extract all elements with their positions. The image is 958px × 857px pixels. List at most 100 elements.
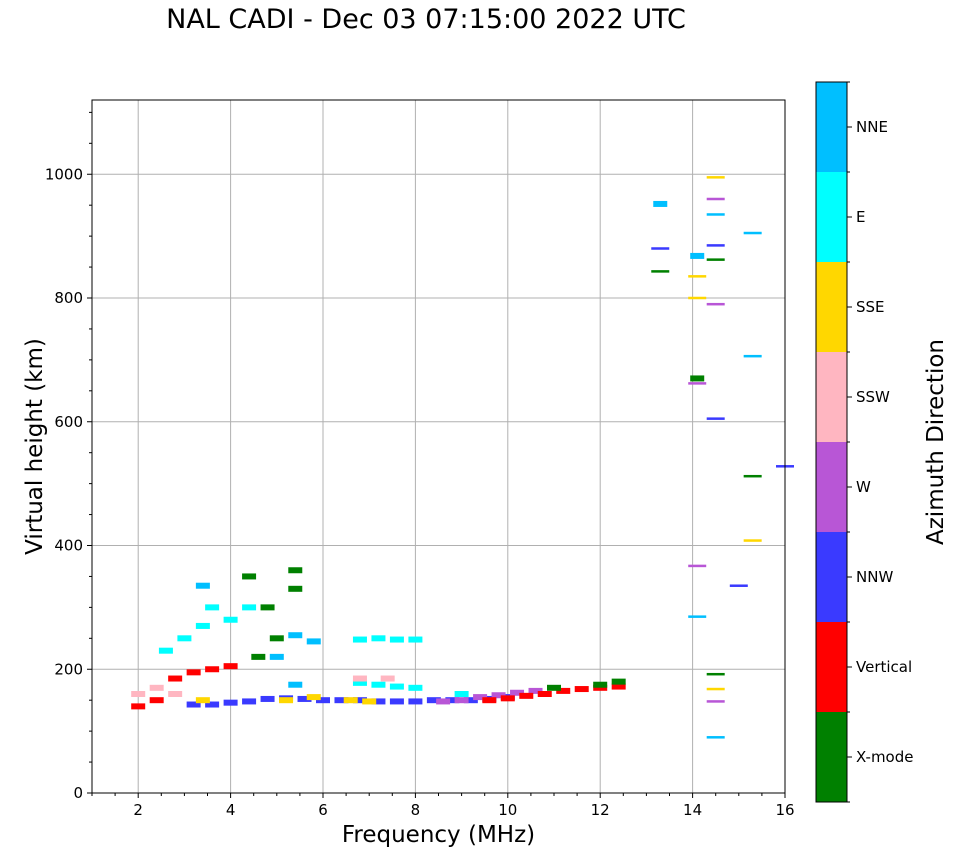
- data-point: [706, 213, 725, 216]
- data-point: [651, 270, 670, 273]
- data-point: [528, 687, 543, 694]
- colorbar-segment: [816, 532, 847, 622]
- data-points: [131, 176, 794, 739]
- data-point: [454, 691, 469, 697]
- x-tick-label: 6: [318, 801, 328, 819]
- data-point: [352, 679, 367, 686]
- data-point: [177, 635, 192, 642]
- data-point: [743, 539, 762, 542]
- data-point: [537, 691, 552, 697]
- data-point: [371, 698, 386, 705]
- data-point: [131, 703, 146, 710]
- data-point: [195, 622, 210, 629]
- data-point: [611, 683, 626, 690]
- colorbar-tick-label: W: [856, 478, 871, 496]
- data-point: [706, 302, 725, 306]
- data-point: [706, 244, 725, 247]
- data-point: [706, 197, 725, 201]
- data-point: [223, 616, 238, 623]
- data-point: [205, 666, 220, 673]
- data-point: [408, 636, 423, 643]
- data-point: [408, 684, 423, 691]
- data-point: [352, 675, 367, 682]
- data-point: [426, 697, 441, 704]
- x-tick-label: 4: [226, 801, 236, 819]
- data-point: [706, 736, 725, 739]
- colorbar-tick-label: SSE: [856, 298, 885, 316]
- data-point: [251, 653, 266, 660]
- data-point: [743, 231, 762, 235]
- data-point: [260, 695, 275, 702]
- colorbar-segment: [816, 82, 847, 172]
- data-point: [260, 604, 275, 611]
- data-point: [297, 695, 312, 702]
- data-point: [651, 247, 670, 250]
- data-point: [454, 697, 469, 704]
- data-point: [389, 698, 404, 705]
- colorbar-tick-label: Vertical: [856, 658, 912, 676]
- data-point: [706, 687, 725, 691]
- data-point: [205, 701, 220, 708]
- data-point: [743, 474, 762, 478]
- data-point: [186, 669, 201, 676]
- data-point: [408, 698, 423, 705]
- colorbar-label: Azimuth Direction: [923, 339, 949, 545]
- x-tick-label: 16: [775, 801, 794, 819]
- colorbar-segment: [816, 262, 847, 352]
- data-point: [706, 417, 725, 420]
- data-point: [306, 638, 321, 645]
- data-point: [223, 663, 238, 670]
- data-point: [288, 632, 303, 639]
- y-tick-label: 400: [54, 537, 83, 555]
- data-point: [316, 697, 330, 704]
- data-point: [158, 647, 173, 654]
- data-point: [706, 258, 725, 261]
- x-tick-label: 8: [411, 801, 421, 819]
- data-point: [519, 692, 534, 699]
- data-point: [688, 275, 707, 278]
- colorbar-tick-label: NNE: [856, 118, 888, 136]
- data-point: [195, 582, 210, 589]
- data-point: [149, 697, 164, 704]
- data-point: [556, 687, 571, 694]
- data-point: [389, 636, 404, 643]
- y-tick-label: 200: [54, 660, 83, 678]
- colorbar-tick-label: X-mode: [856, 748, 913, 766]
- colorbar-segment: [816, 352, 847, 442]
- data-point: [380, 675, 395, 682]
- x-axis-label: Frequency (MHz): [342, 822, 535, 848]
- colorbar-segment: [816, 442, 847, 532]
- x-tick-label: 12: [591, 801, 610, 819]
- plot-frame: [91, 99, 786, 794]
- data-point: [436, 698, 451, 705]
- data-point: [288, 567, 303, 574]
- data-point: [168, 691, 183, 697]
- data-point: [288, 585, 303, 592]
- colorbar-tick-label: SSW: [856, 388, 890, 406]
- data-point: [653, 200, 668, 207]
- data-point: [688, 382, 707, 385]
- data-point: [195, 697, 210, 704]
- data-point: [473, 694, 488, 701]
- data-point: [223, 699, 238, 706]
- data-point: [352, 697, 367, 704]
- data-point: [334, 697, 349, 704]
- data-point: [371, 681, 386, 688]
- data-point: [729, 584, 748, 587]
- data-point: [690, 252, 705, 259]
- data-point: [149, 684, 164, 691]
- data-point: [593, 684, 608, 691]
- data-point: [547, 684, 561, 691]
- data-point: [482, 697, 497, 704]
- data-point: [706, 672, 725, 676]
- data-point: [242, 698, 257, 705]
- colorbar-tick-label: E: [856, 208, 865, 226]
- data-point: [445, 697, 460, 704]
- data-point: [706, 700, 725, 703]
- data-point: [242, 604, 257, 611]
- data-point: [593, 681, 608, 688]
- data-point: [491, 692, 506, 699]
- data-point: [269, 653, 284, 660]
- data-point: [352, 636, 367, 643]
- data-point: [611, 678, 626, 685]
